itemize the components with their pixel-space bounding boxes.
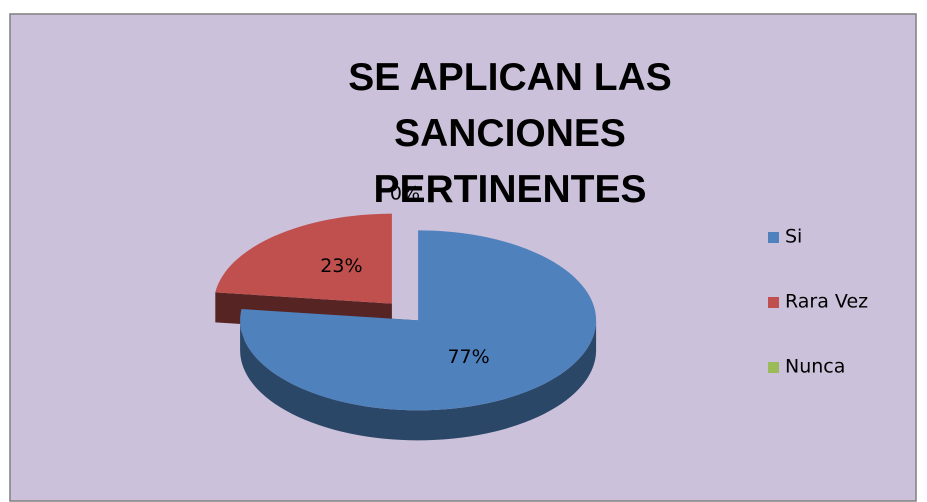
- legend-swatch: [768, 362, 779, 373]
- data-label: 77%: [447, 346, 489, 368]
- slice: [240, 230, 597, 411]
- legend-swatch: [768, 232, 779, 243]
- legend-label: Rara Vez: [785, 291, 868, 313]
- slice-wall: [240, 320, 597, 441]
- data-label: 0%: [390, 182, 420, 204]
- slice: [215, 213, 392, 304]
- legend-swatch: [768, 297, 779, 308]
- legend-label: Si: [785, 226, 802, 248]
- data-label: 23%: [320, 255, 362, 277]
- chart-title: SE APLICAN LAS SANCIONES PERTINENTES: [348, 56, 672, 211]
- legend-label: Nunca: [785, 356, 845, 378]
